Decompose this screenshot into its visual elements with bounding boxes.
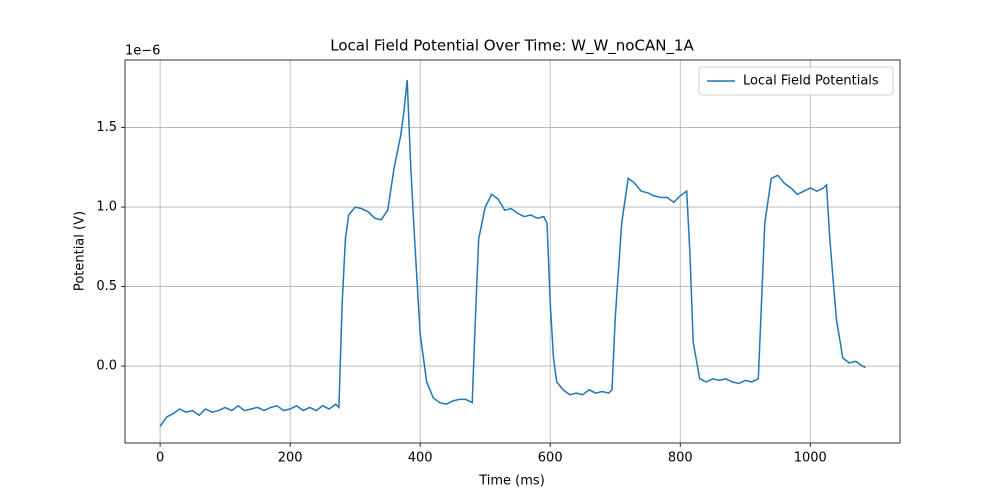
y-axis-label: Potential (V) [73,211,88,291]
x-tick-label: 400 [408,451,433,466]
legend-label: Local Field Potentials [743,74,879,89]
y-tick-label: 1.0 [96,200,117,215]
x-tick-label: 600 [538,451,563,466]
y-offset-text: 1e−6 [125,44,160,59]
x-tick-label: 1000 [794,451,827,466]
data-line [159,79,866,427]
plot-frame [124,59,901,444]
legend-box [698,66,894,96]
y-tick-label: 1.5 [96,120,117,135]
chart-title: Local Field Potential Over Time: W_W_noC… [330,37,694,56]
x-tick-label: 0 [156,451,164,466]
x-tick-label: 200 [278,451,303,466]
x-tick-label: 800 [668,451,693,466]
x-axis-label: Time (ms) [478,474,545,489]
y-tick-label: 0.0 [96,359,117,374]
y-tick-label: 0.5 [96,279,117,294]
